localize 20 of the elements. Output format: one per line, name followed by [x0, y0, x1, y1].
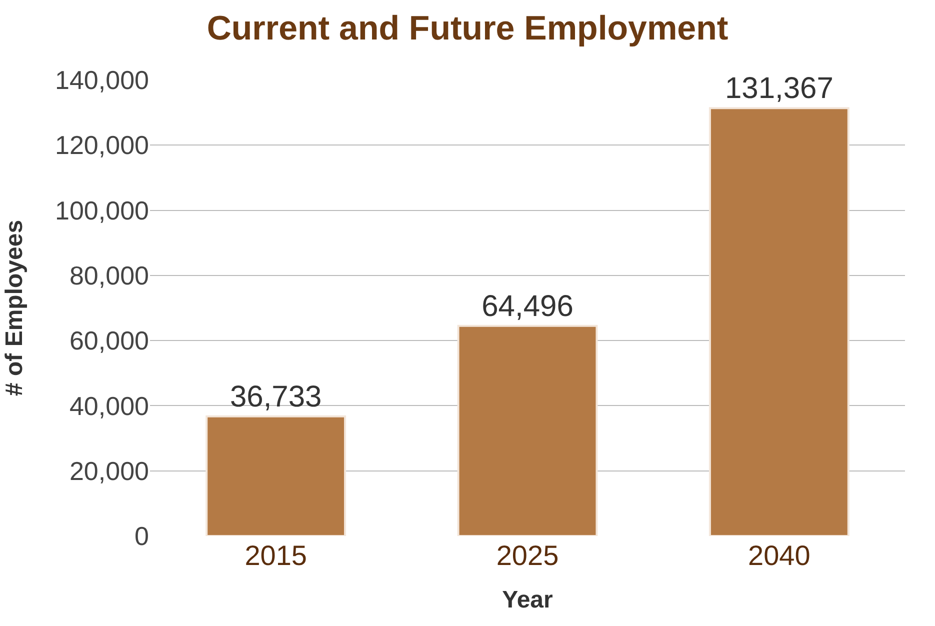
y-tick-label: 0	[134, 521, 149, 552]
data-label: 131,367	[724, 72, 834, 106]
y-tick-label: 120,000	[55, 130, 149, 160]
chart-title: Current and Future Employment	[206, 9, 728, 48]
x-tick-label: 2025	[496, 540, 559, 571]
y-tick-label: 100,000	[55, 195, 149, 226]
y-tick-label: 60,000	[69, 326, 149, 356]
x-tick-label: 2015	[244, 540, 307, 571]
y-axis-title: # of Employees	[1, 220, 28, 396]
data-label: 64,496	[482, 290, 574, 323]
y-tick-label: 140,000	[55, 65, 149, 96]
y-tick-label: 80,000	[69, 260, 149, 291]
y-tick-label: 40,000	[69, 390, 149, 421]
x-axis-title: Year	[502, 586, 553, 614]
x-tick-label: 2040	[748, 540, 810, 571]
data-label: 36,733	[230, 380, 322, 414]
bar	[457, 324, 598, 536]
bar	[708, 107, 850, 536]
bar	[206, 415, 346, 536]
y-tick-label: 20,000	[69, 456, 149, 486]
